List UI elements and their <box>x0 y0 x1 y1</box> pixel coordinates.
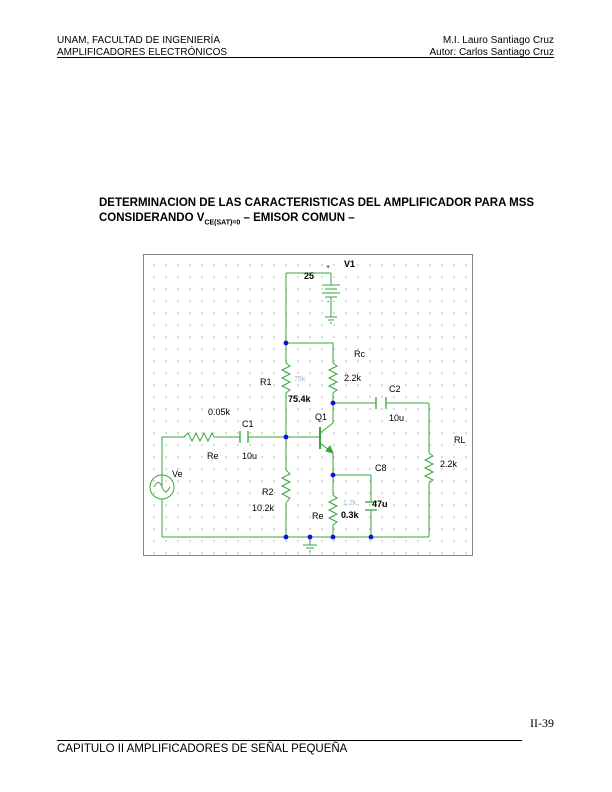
v1-value: 25 <box>304 271 314 281</box>
title-subscript: CE(SAT)=0 <box>204 219 241 227</box>
r1-ghost-value: 75k <box>294 376 306 383</box>
header-rule <box>57 57 554 58</box>
r2-label: R2 <box>262 487 274 497</box>
footer-chapter: CAPITULO II AMPLIFICADORES DE SEÑAL PEQU… <box>57 743 348 755</box>
re-emitter-value: 0.3k <box>341 510 360 520</box>
rl-label: RL <box>454 435 466 445</box>
re-emitter-label: Re <box>312 511 324 521</box>
r2-value: 10.2k <box>252 503 275 513</box>
ground-icon <box>303 544 317 552</box>
v1-minus: - <box>327 299 330 306</box>
title-suffix: – EMISOR COMUN – <box>240 212 355 224</box>
resistor-re-emitter <box>327 494 339 526</box>
header-faculty: UNAM, FACULTAD DE INGENIERÍA <box>57 35 220 46</box>
r1-label: R1 <box>260 377 272 387</box>
q1-label: Q1 <box>315 412 327 422</box>
resistor-rl <box>423 452 435 484</box>
title-prefix: CONSIDERANDO V <box>99 212 205 224</box>
ve-label: Ve <box>172 469 183 479</box>
resistor-r1 <box>280 362 292 394</box>
resistor-rc <box>327 362 339 394</box>
c2-value: 10u <box>389 413 404 423</box>
ac-source-ve <box>149 474 175 500</box>
section-title: DETERMINACION DE LAS CARACTERISTICAS DEL… <box>99 196 534 230</box>
c8-label: C8 <box>375 463 387 473</box>
header-professor: M.I. Lauro Santiago Cruz <box>442 35 554 46</box>
ground-v1-icon <box>325 316 337 324</box>
title-line2: CONSIDERANDO VCE(SAT)=0 – EMISOR COMUN – <box>99 211 534 230</box>
junction-nodes <box>283 340 374 540</box>
header-right: M.I. Lauro Santiago Cruz Autor: Carlos S… <box>429 35 554 59</box>
resistor-re-input <box>183 431 215 443</box>
page-number: II-39 <box>530 716 554 730</box>
c1-value: 10u <box>242 451 257 461</box>
capacitor-c1 <box>239 431 249 443</box>
wires <box>161 272 430 545</box>
c2-label: C2 <box>389 384 401 394</box>
transistor-q1 <box>286 422 334 454</box>
schematic-drawing: V1 25 + - Rc 2.2k R1 75k 75.4k C2 10u RL… <box>149 259 466 552</box>
header-author: Autor: Carlos Santiago Cruz <box>429 47 554 58</box>
header-course: AMPLIFICADORES ELECTRÓNICOS <box>57 47 228 58</box>
c1-label: C1 <box>242 419 254 429</box>
re-input-value: 0.05k <box>208 407 231 417</box>
capacitor-c8 <box>365 501 377 511</box>
rl-value: 2.2k <box>440 459 458 469</box>
r1-value: 75.4k <box>288 394 312 404</box>
v1-label: V1 <box>344 259 355 269</box>
footer-rule <box>57 740 522 741</box>
circuit-schematic: V1 25 + - Rc 2.2k R1 75k 75.4k C2 10u RL… <box>143 254 473 556</box>
v1-plus: + <box>326 264 330 271</box>
title-line1: DETERMINACION DE LAS CARACTERISTICAS DEL… <box>99 197 535 209</box>
resistor-r2 <box>280 469 292 504</box>
c8-value: 47u <box>372 499 388 509</box>
re-ghost-value: 1.2k <box>343 500 357 507</box>
dc-source-v1 <box>322 284 340 317</box>
capacitor-c2 <box>375 397 387 409</box>
rc-value: 2.2k <box>344 373 362 383</box>
header-left: UNAM, FACULTAD DE INGENIERÍA AMPLIFICADO… <box>57 35 227 59</box>
rc-label: Rc <box>354 349 365 359</box>
re-input-label: Re <box>207 451 219 461</box>
